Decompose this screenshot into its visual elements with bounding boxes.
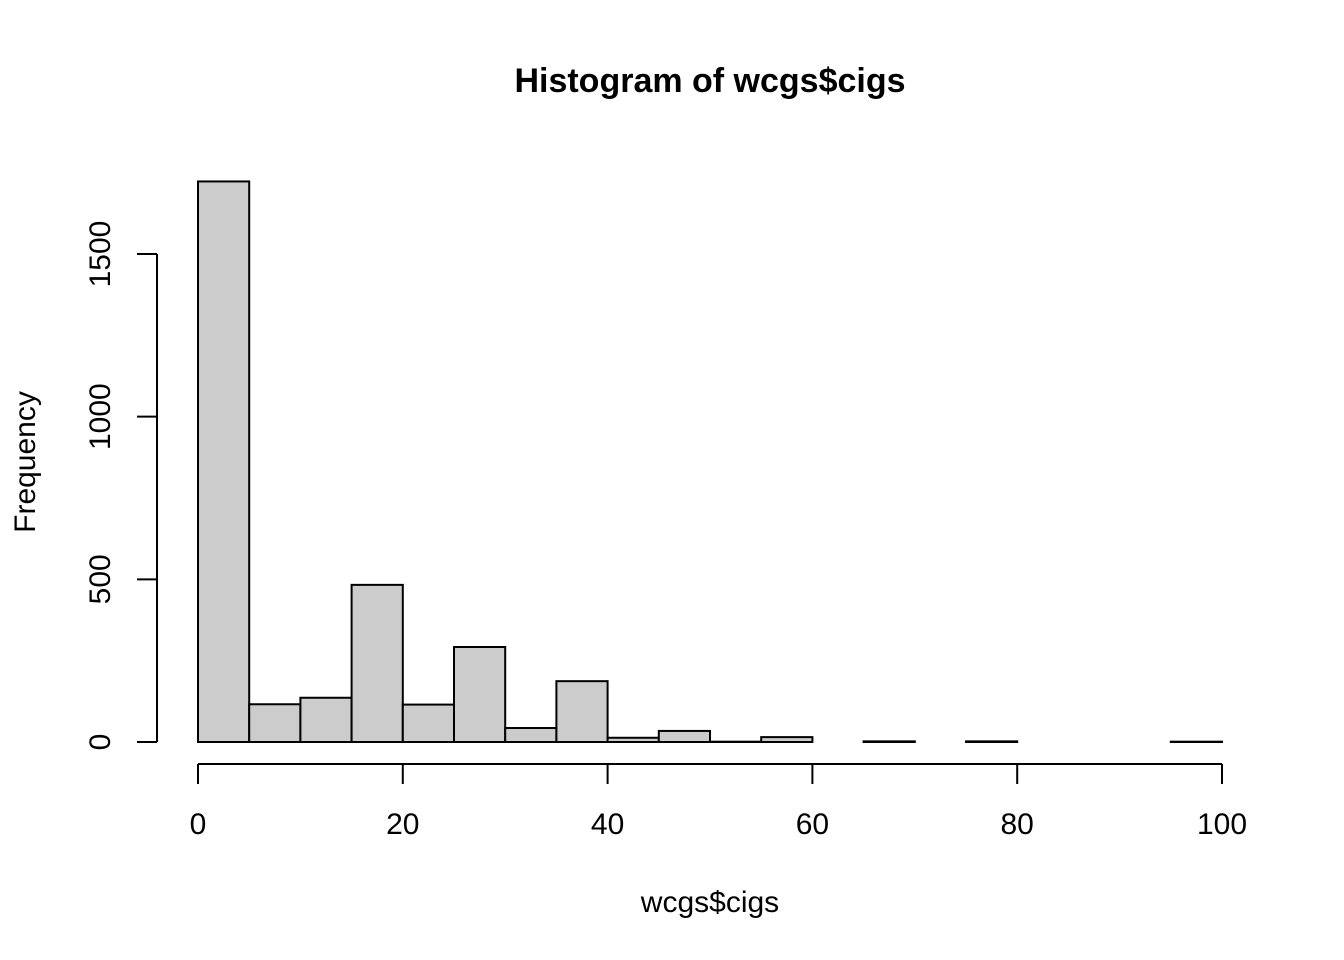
y-axis: 0 500 1000 1500 bbox=[84, 221, 158, 751]
histogram-bar-9 bbox=[657, 729, 711, 743]
x-tick-label-5: 100 bbox=[1197, 808, 1247, 841]
x-axis-label: wcgs$cigs bbox=[640, 886, 779, 919]
histogram-bar-6 bbox=[504, 727, 558, 744]
histogram-bar-8 bbox=[606, 736, 660, 744]
x-tick-label-0: 0 bbox=[190, 808, 207, 841]
bars-group bbox=[197, 180, 1224, 744]
x-tick-label-3: 60 bbox=[796, 808, 829, 841]
histogram-bar-7 bbox=[555, 680, 609, 743]
histogram-bar-13 bbox=[862, 740, 916, 743]
y-tick-label-2: 1000 bbox=[84, 383, 117, 450]
histogram-bar-0 bbox=[197, 180, 251, 743]
y-tick-label-0: 0 bbox=[84, 734, 117, 751]
chart-title: Histogram of wcgs$cigs bbox=[514, 62, 905, 100]
y-tick-label-3: 1500 bbox=[84, 221, 117, 288]
x-tick-label-1: 20 bbox=[386, 808, 419, 841]
x-axis: 0 20 40 60 80 100 bbox=[190, 763, 1247, 841]
x-tick-label-2: 40 bbox=[591, 808, 624, 841]
histogram-bar-3 bbox=[350, 583, 404, 744]
histogram-bar-5 bbox=[453, 646, 507, 744]
histogram-bar-11 bbox=[760, 736, 814, 743]
histogram-bar-2 bbox=[299, 696, 353, 743]
histogram-bar-1 bbox=[248, 703, 302, 744]
histogram-bar-15 bbox=[965, 740, 1019, 743]
x-tick-label-4: 80 bbox=[1001, 808, 1034, 841]
histogram-bar-4 bbox=[401, 703, 455, 744]
y-tick-label-1: 500 bbox=[84, 554, 117, 604]
y-axis-label: Frequency bbox=[9, 391, 42, 533]
